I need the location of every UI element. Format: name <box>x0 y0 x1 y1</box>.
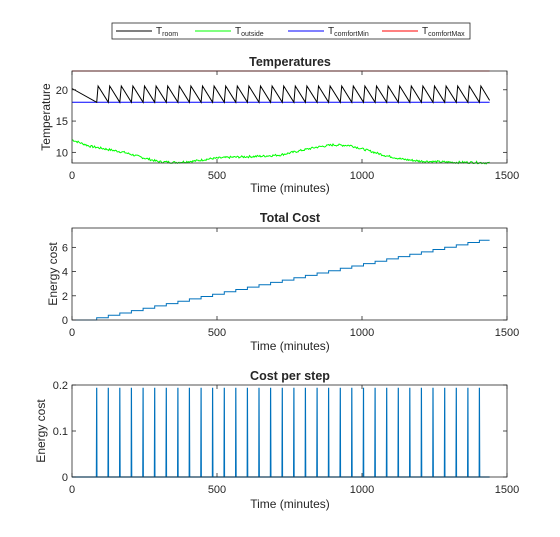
cost-per-step-chart-title: Cost per step <box>250 369 330 383</box>
legend-label-0: Troom <box>156 26 178 38</box>
x-tick-label-1-3: 1500 <box>495 327 519 339</box>
axes-frame-0 <box>71 70 508 164</box>
legend-label-3: TcomfortMax <box>422 26 465 38</box>
temperature-xlabel: Time (minutes) <box>250 181 330 195</box>
y-tick-label-2-2: 0.2 <box>53 380 68 392</box>
temperature-panel: Temperatures 0 500 1000 1500 10 15 20 Time (mi… <box>39 55 519 195</box>
x-tick-label-0-2: 1000 <box>350 170 374 182</box>
legend: Troom Toutside TcomfortMin TcomfortMax <box>111 22 471 40</box>
x-tick-label-0-0: 0 <box>69 170 75 182</box>
y-tick-label-1-3: 6 <box>62 242 68 254</box>
total-cost-chart-title: Total Cost <box>260 211 321 225</box>
y-tick-label-2-1: 0.1 <box>53 426 68 438</box>
y-tick-label-2-0: 0 <box>62 472 68 484</box>
plot-area-1 <box>72 228 507 320</box>
y-tick-label-0-1: 15 <box>56 116 68 128</box>
x-tick-label-2-1: 500 <box>208 484 226 496</box>
y-tick-label-0-2: 20 <box>56 85 68 97</box>
cost-per-step-xlabel: Time (minutes) <box>250 497 330 511</box>
cost-per-step-ylabel: Energy cost <box>34 399 48 463</box>
y-tick-label-1-2: 4 <box>62 267 68 279</box>
total-cost-xlabel: Time (minutes) <box>250 339 330 353</box>
y-tick-label-1-0: 0 <box>62 315 68 327</box>
x-tick-label-2-2: 1000 <box>350 484 374 496</box>
legend-label-2: TcomfortMin <box>328 26 369 38</box>
total-cost-ylabel: Energy cost <box>46 242 60 306</box>
temperature-ylabel: Temperature <box>39 83 53 151</box>
x-tick-label-0-1: 500 <box>208 170 226 182</box>
plot-area-0 <box>72 71 507 163</box>
legend-label-1: Toutside <box>235 26 264 38</box>
axes-frame-1 <box>71 227 508 321</box>
temperature-chart-title: Temperatures <box>249 55 331 69</box>
outside-temperature-line <box>71 139 490 165</box>
total-cost-panel: Total Cost 0 500 1000 1500 0 2 4 6 Time (minute… <box>46 211 519 353</box>
y-tick-label-0-0: 10 <box>56 147 68 159</box>
x-tick-label-1-1: 500 <box>208 327 226 339</box>
total-cost-line <box>72 239 490 321</box>
x-tick-label-0-3: 1500 <box>495 170 519 182</box>
cost-per-step-panel: Cost per step 0 500 1000 1500 0 0.1 0.2 Time (… <box>34 369 519 511</box>
x-tick-label-1-0: 0 <box>69 327 75 339</box>
room-temperature-line <box>71 84 491 104</box>
x-tick-label-2-0: 0 <box>69 484 75 496</box>
x-tick-label-2-3: 1500 <box>495 484 519 496</box>
plot-area-2 <box>72 385 507 477</box>
plot-content-1 <box>72 239 490 321</box>
x-tick-label-1-2: 1000 <box>350 327 374 339</box>
y-tick-label-1-1: 2 <box>62 291 68 303</box>
